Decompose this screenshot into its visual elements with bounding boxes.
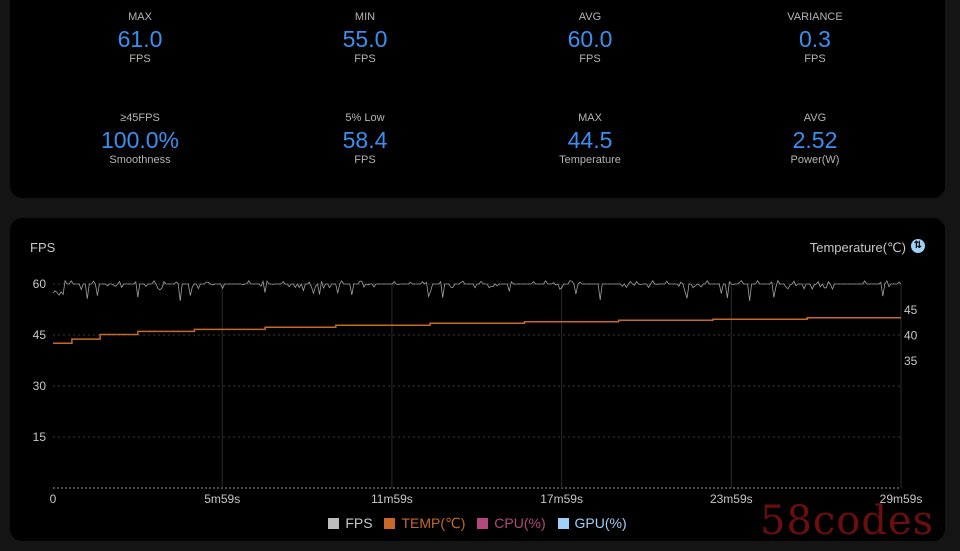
x-tick-label: 29m59s	[880, 492, 923, 506]
fps-axis-title: FPS	[30, 240, 56, 255]
y-right-tick-label: 40	[904, 329, 918, 343]
stat-label: MIN	[354, 11, 376, 23]
legend: FPS TEMP(℃) CPU(%) GPU(%)	[10, 515, 945, 532]
stat-unit: FPS	[579, 53, 601, 65]
x-tick-label: 17m59s	[540, 492, 583, 506]
temperature-series	[53, 316, 901, 344]
stat-label: ≥45FPS	[120, 112, 160, 124]
stat-max-temperature: MAX 44.5 Temperature	[490, 112, 690, 167]
stat-value: 60.0	[567, 26, 613, 52]
legend-item-fps[interactable]: FPS	[328, 515, 373, 531]
x-tick-label: 0	[50, 492, 57, 506]
legend-item-cpu[interactable]: CPU(%)	[477, 515, 546, 531]
temperature-axis-title: Temperature(℃)	[809, 240, 906, 255]
stat-5pct-low: 5% Low 58.4 FPS	[265, 112, 465, 167]
stats-card: MAX 61.0 FPS MIN 55.0 FPS AVG 60.0 FPS V…	[10, 0, 945, 198]
y-left-tick-label: 30	[33, 379, 47, 393]
stat-label: MAX	[128, 11, 152, 23]
swap-axis-icon[interactable]: ⇅	[911, 239, 925, 253]
y-left-tick-label: 60	[33, 277, 47, 291]
stat-label: AVG	[803, 112, 827, 124]
stat-value: 61.0	[117, 26, 163, 52]
legend-label: FPS	[345, 515, 373, 531]
legend-swatch	[557, 518, 569, 529]
legend-swatch	[477, 518, 489, 529]
fps-series	[52, 279, 902, 301]
stat-unit: Power(W)	[790, 154, 840, 166]
stat-value: 55.0	[342, 26, 388, 52]
legend-label: TEMP(℃)	[401, 515, 466, 531]
fps-line	[52, 279, 902, 301]
stat-unit: FPS	[804, 53, 826, 65]
y-right-tick-label: 35	[904, 354, 918, 368]
chart-card: FPS Temperature(℃) ⇅ 60 45 30 15 0 5m59s 11m59…	[10, 218, 945, 541]
stat-avg-power: AVG 2.52 Power(W)	[715, 112, 915, 167]
stat-value: 2.52	[792, 127, 838, 153]
stat-unit: FPS	[354, 53, 376, 65]
y-left-tick-label: 45	[33, 328, 47, 342]
stat-label: VARIANCE	[787, 11, 843, 23]
stat-unit: FPS	[354, 154, 376, 166]
stat-smoothness: ≥45FPS 100.0% Smoothness	[40, 112, 240, 167]
stat-label: AVG	[578, 11, 602, 23]
stat-value: 0.3	[799, 26, 831, 52]
stat-unit: Smoothness	[109, 154, 171, 166]
stat-value: 44.5	[567, 127, 613, 153]
y-left-tick-label: 15	[33, 430, 47, 444]
x-tick-label: 5m59s	[204, 492, 240, 506]
y-right-tick-label: 45	[904, 303, 918, 317]
stat-value: 58.4	[342, 127, 388, 153]
legend-swatch	[384, 518, 396, 529]
watermark: 58codes	[760, 498, 935, 544]
stat-min-fps: MIN 55.0 FPS	[265, 11, 465, 66]
stat-value: 100.0%	[100, 127, 179, 153]
fps-temperature-chart: 60 45 30 15 0 5m59s 11m59s 17m59s 23m59s 29m59s 45…	[33, 277, 923, 506]
stat-unit: Temperature	[559, 154, 621, 166]
legend-item-temp[interactable]: TEMP(℃)	[384, 515, 465, 532]
stat-unit: FPS	[129, 53, 151, 65]
legend-label: CPU(%)	[494, 515, 546, 531]
temperature-line	[53, 316, 901, 344]
grid	[53, 283, 902, 489]
stat-avg-fps: AVG 60.0 FPS	[490, 11, 690, 66]
legend-swatch	[328, 518, 340, 529]
legend-label: GPU(%)	[574, 515, 627, 531]
stat-variance-fps: VARIANCE 0.3 FPS	[715, 11, 915, 66]
x-tick-label: 11m59s	[371, 492, 413, 506]
tick-labels: 60 45 30 15 0 5m59s 11m59s 17m59s 23m59s 29m59s 45…	[33, 277, 923, 506]
stat-label: 5% Low	[345, 112, 385, 124]
stat-label: MAX	[578, 112, 602, 124]
x-tick-label: 23m59s	[710, 492, 753, 506]
stat-max-fps: MAX 61.0 FPS	[40, 11, 240, 66]
legend-item-gpu[interactable]: GPU(%)	[557, 515, 627, 531]
